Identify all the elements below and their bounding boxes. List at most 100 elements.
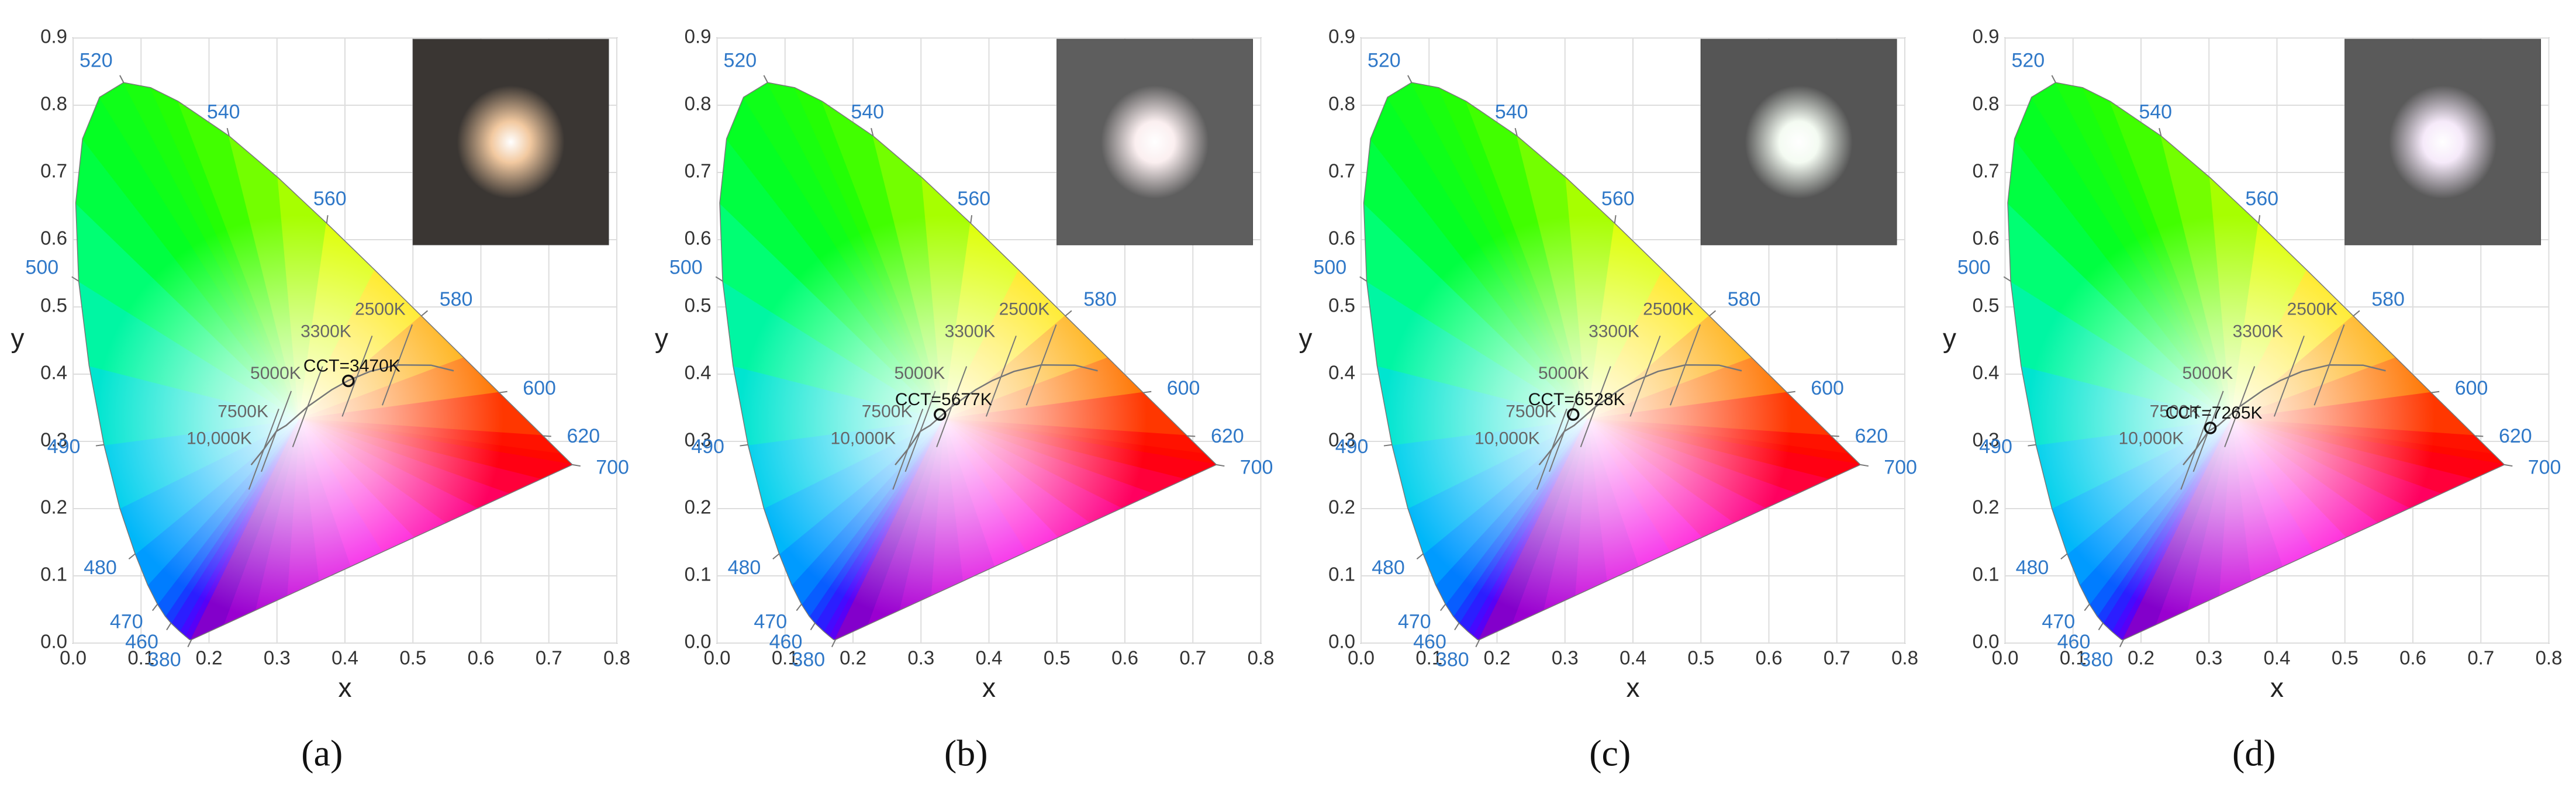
- planckian-locus: [250, 364, 454, 466]
- y-tick-label: 0.2: [1973, 496, 2000, 518]
- wavelength-label: 500: [1957, 256, 1991, 278]
- isotherm: [1580, 366, 1611, 448]
- isotherm: [936, 366, 968, 448]
- x-tick-label: 0.4: [332, 647, 358, 669]
- gamut-outline: [75, 82, 574, 641]
- wavelength-label: 700: [596, 457, 629, 479]
- wavelength-label: 490: [1979, 436, 2012, 458]
- isotherm: [248, 408, 279, 490]
- wavelength-tick: [1709, 310, 1717, 317]
- isotherm: [261, 391, 292, 472]
- x-axis-label: x: [982, 672, 996, 703]
- wavelength-tick: [1454, 623, 1460, 631]
- y-tick-label: 0.7: [1328, 160, 1355, 182]
- wavelength-label: 620: [1211, 425, 1244, 447]
- wavelength-label: 470: [110, 611, 143, 633]
- wavelength-tick: [326, 215, 329, 223]
- x-tick-label: 0.3: [907, 647, 934, 669]
- x-tick-label: 0.2: [1484, 647, 1511, 669]
- wavelength-tick: [2119, 639, 2124, 648]
- x-tick-label: 0.6: [2399, 647, 2426, 669]
- wavelength-label: 460: [2057, 631, 2091, 653]
- caption: (b): [944, 733, 988, 774]
- x-tick-label: 0.8: [603, 647, 630, 669]
- wavelength-label: 620: [2499, 425, 2532, 447]
- wavelength-tick: [2003, 276, 2011, 282]
- wavelength-tick: [1614, 215, 1617, 223]
- gamut-outline: [2007, 82, 2505, 641]
- wavelength-label: 520: [80, 49, 113, 71]
- y-tick-label: 0.6: [685, 227, 712, 249]
- x-axis-label: x: [2270, 672, 2284, 703]
- wavelength-tick: [2504, 464, 2513, 467]
- wavelength-label: 620: [1855, 425, 1888, 447]
- wavelength-tick: [1416, 553, 1424, 559]
- x-tick-label: 0.5: [399, 647, 426, 669]
- wavelength-label: 600: [1811, 377, 1844, 399]
- wavelength-tick: [715, 276, 723, 282]
- x-tick-label: 0.5: [1044, 647, 1071, 669]
- y-axis-label: y: [655, 323, 668, 354]
- point-annotation: CCT=6528K: [1528, 390, 1625, 409]
- wavelength-tick: [119, 75, 125, 83]
- wavelength-tick: [2028, 444, 2036, 447]
- x-tick-label: 0.7: [1824, 647, 1850, 669]
- wavelength-label: 580: [1083, 288, 1117, 310]
- y-tick-label: 0.3: [1973, 429, 2000, 451]
- y-tick-label: 0.8: [1328, 93, 1355, 115]
- cct-label: 10,000K: [2119, 429, 2184, 448]
- x-tick-label: 0.8: [1248, 647, 1275, 669]
- cct-label: 3300K: [301, 322, 351, 341]
- isotherm: [1025, 324, 1057, 406]
- wavelength-label: 480: [1372, 557, 1405, 579]
- isotherm: [341, 336, 373, 417]
- y-tick-label: 0.5: [40, 295, 67, 316]
- x-tick-label: 0.7: [536, 647, 562, 669]
- y-tick-label: 0.1: [40, 564, 67, 585]
- wavelength-tick: [421, 310, 429, 317]
- cct-label: 3300K: [945, 322, 996, 341]
- wavelength-label: 490: [47, 436, 81, 458]
- y-tick-label: 0.7: [40, 160, 67, 182]
- x-tick-label: 0.6: [1111, 647, 1138, 669]
- wavelength-label: 460: [125, 631, 158, 653]
- isotherm: [1536, 408, 1567, 490]
- isotherm: [2313, 324, 2345, 406]
- wavelength-tick: [1787, 391, 1795, 393]
- wavelength-label: 500: [25, 256, 58, 278]
- y-tick-label: 0.4: [40, 362, 67, 384]
- wavelength-label: 380: [2080, 648, 2113, 671]
- cct-label: 5000K: [895, 364, 945, 383]
- wavelength-label: 560: [2245, 188, 2278, 210]
- cct-label: 5000K: [2183, 364, 2233, 383]
- wavelength-tick: [2060, 553, 2068, 559]
- wavelength-tick: [1065, 310, 1072, 317]
- x-tick-label: 0.7: [1179, 647, 1206, 669]
- y-tick-label: 0.9: [1973, 26, 2000, 47]
- wavelength-label: 490: [1335, 436, 1369, 458]
- isotherm: [1549, 391, 1580, 472]
- isotherm: [2192, 391, 2224, 472]
- wavelength-label: 580: [2371, 288, 2405, 310]
- y-tick-label: 0.3: [685, 429, 712, 451]
- planckian-locus: [895, 364, 1098, 466]
- x-tick-label: 0.0: [60, 647, 87, 669]
- wavelength-tick: [2159, 127, 2162, 136]
- wavelength-tick: [810, 623, 816, 631]
- cct-label: 2500K: [1643, 300, 1694, 319]
- gamut-outline: [719, 82, 1217, 641]
- x-tick-label: 0.0: [1348, 647, 1375, 669]
- wavelength-label: 460: [1413, 631, 1446, 653]
- wavelength-tick: [187, 639, 192, 648]
- y-tick-label: 0.2: [1328, 496, 1355, 518]
- y-tick-label: 0.0: [685, 631, 712, 652]
- wavelength-label: 380: [148, 648, 181, 671]
- y-tick-label: 0.3: [1328, 429, 1355, 451]
- wavelength-label: 560: [313, 188, 347, 210]
- cct-label: 2500K: [355, 300, 406, 319]
- wavelength-tick: [831, 639, 836, 648]
- y-tick-label: 0.2: [685, 496, 712, 518]
- wavelength-label: 560: [957, 188, 990, 210]
- cct-point: [1566, 408, 1580, 421]
- caption: (a): [301, 733, 343, 774]
